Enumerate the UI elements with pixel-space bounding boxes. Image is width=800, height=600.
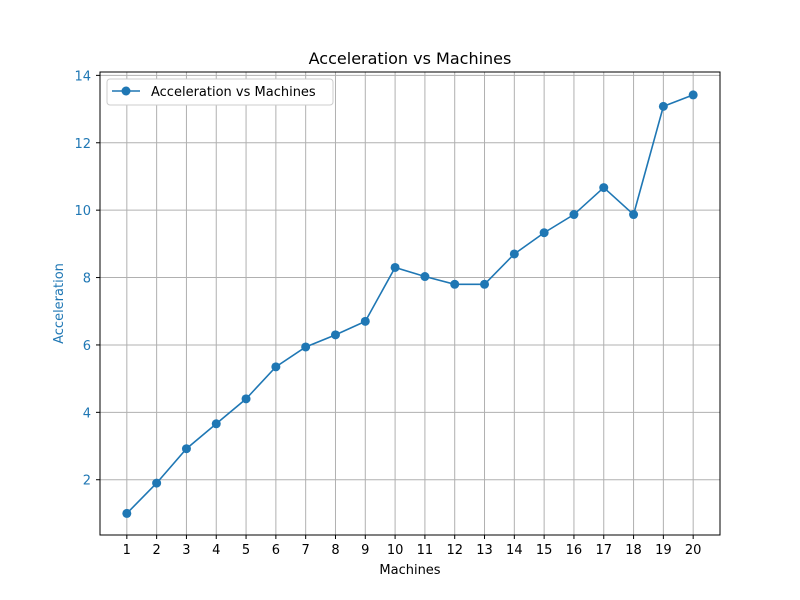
x-tick-label: 20 [685,543,702,558]
grid [100,72,720,535]
legend-marker-swatch [121,86,131,96]
x-tick-label: 8 [331,543,339,558]
data-point [122,508,132,518]
x-tick-label: 19 [655,543,672,558]
x-tick-label: 10 [387,543,404,558]
x-tick-label: 2 [152,543,160,558]
y-tick-label: 10 [74,204,91,219]
chart-title: Acceleration vs Machines [309,49,512,68]
data-point [360,316,370,326]
x-tick-label: 16 [566,543,583,558]
x-tick-label: 9 [361,543,369,558]
x-tick-label: 4 [212,543,220,558]
legend-label: Acceleration vs Machines [151,85,316,100]
data-point [211,419,221,429]
y-axis-title: Acceleration [52,263,67,344]
data-point [569,210,579,220]
data-point [330,330,340,340]
x-tick-label: 17 [595,543,612,558]
data-point [271,362,281,372]
data-point [152,478,162,488]
y-tick-label: 8 [83,272,91,287]
series-layer [122,90,698,518]
data-point [629,210,639,220]
x-tick-label: 15 [536,543,553,558]
data-point [241,394,251,404]
data-point [539,228,549,238]
x-tick-label: 7 [302,543,310,558]
x-tick-label: 14 [506,543,523,558]
data-point [450,279,460,289]
data-point [420,272,430,282]
data-point [390,262,400,272]
y-tick-label: 12 [74,137,91,152]
series-line [126,94,694,514]
legend-box [106,78,334,106]
x-tick-label: 13 [476,543,493,558]
data-point [480,279,490,289]
data-point [301,342,311,352]
data-point [658,101,668,111]
data-point [509,249,519,259]
data-point [688,90,698,100]
x-tick-label: 3 [182,543,190,558]
x-tick-label: 12 [446,543,463,558]
x-tick-label: 5 [242,543,250,558]
x-axis-title: Machines [379,563,440,578]
plot-frame [99,71,721,536]
x-axis: 1 2 3 4 5 6 7 8 9 10 11 12 13 14 15 16 17 18 19 20 [123,535,702,558]
x-tick-label: 11 [417,543,434,558]
y-tick-label: 2 [83,474,91,489]
y-axis: 2 4 6 8 10 12 14 [74,69,100,489]
y-tick-label: 6 [83,339,91,354]
x-tick-label: 1 [123,543,131,558]
y-tick-label: 4 [83,406,91,421]
x-tick-label: 6 [272,543,280,558]
data-point [599,183,609,193]
data-point [181,444,191,454]
y-tick-label: 14 [74,69,91,84]
x-tick-label: 18 [625,543,642,558]
legend: Acceleration vs Machines [106,78,334,106]
